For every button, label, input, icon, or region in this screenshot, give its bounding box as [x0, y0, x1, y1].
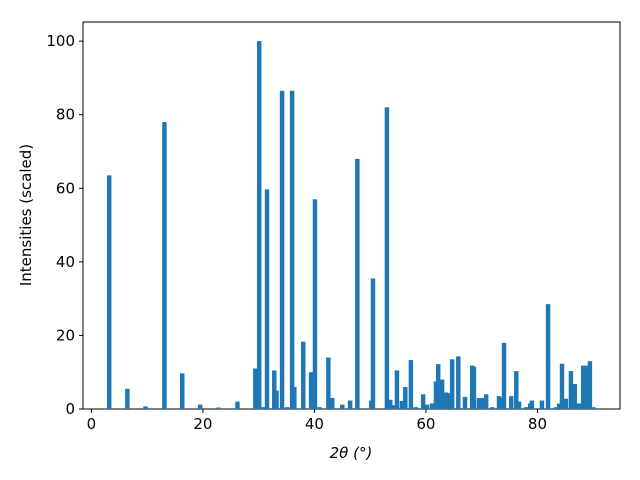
bar: [496, 396, 502, 409]
bar: [279, 90, 285, 410]
x-tick-label: 60: [416, 415, 435, 433]
x-tick-label: 20: [193, 415, 212, 433]
bar: [403, 386, 408, 409]
bar: [559, 363, 565, 409]
y-axis-label: Intensities (scaled): [17, 144, 35, 286]
bar: [253, 368, 258, 409]
bar: [539, 400, 545, 409]
bar: [162, 122, 167, 409]
bar: [483, 394, 489, 409]
bar: [256, 41, 262, 410]
bar: [516, 401, 522, 409]
bar: [388, 399, 393, 409]
bar: [456, 356, 461, 409]
bar: [289, 90, 295, 410]
bar: [577, 403, 583, 409]
bar: [312, 199, 318, 409]
bar: [580, 365, 586, 409]
bar: [563, 398, 569, 409]
bar: [125, 388, 130, 409]
bar: [553, 407, 559, 409]
bar: [480, 397, 485, 409]
bar: [529, 400, 535, 409]
bar: [584, 365, 590, 409]
x-axis-label: 2θ (°): [330, 444, 373, 462]
bar: [390, 405, 396, 409]
bar: [413, 407, 419, 409]
bar: [180, 373, 185, 409]
bar: [308, 372, 314, 409]
bar: [476, 397, 482, 409]
bar: [274, 390, 279, 409]
bar: [197, 404, 203, 409]
y-tick-label: 60: [56, 179, 75, 197]
bar: [330, 397, 335, 409]
bar: [429, 403, 435, 409]
bar: [568, 371, 574, 409]
bar: [424, 404, 430, 409]
bar: [301, 341, 306, 409]
bar: [545, 304, 551, 409]
bar: [556, 403, 562, 409]
bar: [449, 359, 455, 409]
bar: [587, 361, 593, 409]
bar: [264, 189, 270, 409]
x-tick-label: 0: [87, 415, 97, 433]
y-tick-label: 0: [65, 400, 75, 418]
bar: [462, 396, 468, 409]
bar: [471, 366, 477, 409]
bar: [347, 400, 353, 409]
bar: [216, 407, 221, 409]
bar: [326, 357, 331, 409]
bar: [340, 404, 345, 409]
bar: [106, 175, 112, 409]
y-tick-label: 100: [46, 32, 75, 50]
bar: [399, 400, 405, 409]
bar: [292, 386, 297, 409]
bar: [408, 360, 414, 409]
bar: [143, 406, 148, 409]
bar: [355, 158, 360, 409]
bar: [370, 278, 376, 409]
bar: [394, 370, 400, 409]
bar: [443, 392, 449, 409]
bar: [260, 407, 266, 409]
y-tick-label: 40: [56, 253, 75, 271]
bar: [509, 396, 514, 409]
bar: [272, 370, 277, 409]
bar: [420, 394, 426, 409]
bar: [501, 342, 507, 409]
bar: [317, 407, 322, 409]
bar: [524, 407, 529, 409]
bar: [435, 364, 441, 409]
bar: [235, 401, 240, 409]
bar: [439, 379, 445, 409]
bar: [284, 407, 290, 409]
y-tick-label: 80: [56, 106, 75, 124]
bar: [490, 407, 495, 409]
bar: [514, 371, 519, 409]
y-tick-label: 20: [56, 326, 75, 344]
bar: [384, 107, 390, 409]
x-tick-label: 80: [528, 415, 547, 433]
x-tick-label: 40: [305, 415, 324, 433]
bar: [572, 383, 578, 409]
bar: [591, 407, 596, 409]
